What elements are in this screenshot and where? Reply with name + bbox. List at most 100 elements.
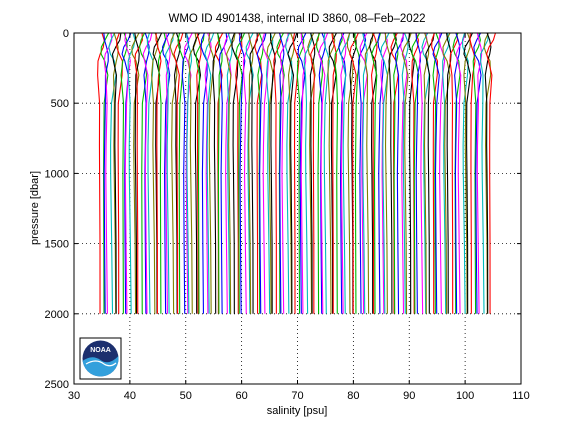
x-tick-label: 100 [456, 390, 474, 402]
profile-line [285, 32, 293, 314]
profile-line [256, 32, 267, 314]
profile-line [217, 32, 223, 314]
profile-line [248, 32, 254, 314]
profile-line [200, 32, 208, 314]
profile-line [265, 32, 274, 314]
profile-line [245, 32, 254, 314]
profile-line [146, 32, 154, 314]
profile-line [483, 32, 492, 314]
profile-line [300, 32, 307, 314]
profile-line [425, 32, 435, 314]
profile-line [377, 32, 385, 314]
profile-line [235, 32, 243, 314]
profile-line [480, 32, 489, 314]
profile-line [318, 32, 329, 314]
profile-line [143, 32, 150, 314]
x-tick-label: 40 [124, 390, 136, 402]
profile-line [173, 32, 184, 314]
profile-line [134, 32, 140, 314]
profile-line [454, 32, 461, 314]
profile-line [349, 32, 359, 314]
profile-line [463, 32, 473, 314]
profile-line [204, 32, 212, 314]
profile-line [116, 32, 123, 314]
profile-line [157, 32, 167, 314]
profile-line [445, 32, 452, 314]
profile-line [161, 32, 171, 314]
profile-line [169, 32, 178, 314]
profile-line [415, 32, 421, 314]
y-tick-label: 1500 [45, 239, 69, 251]
axis-tick-labels: 30 40 50 60 70 80 90 100 110 0 500 1000 1500 2000 2500 [45, 28, 530, 402]
profile-line [287, 32, 298, 314]
profile-line [370, 32, 378, 314]
y-tick-label: 1000 [45, 168, 69, 180]
profile-line [155, 32, 162, 314]
axis-ticks [73, 32, 522, 385]
profile-line [418, 32, 428, 314]
profile-line [204, 32, 215, 314]
profile-line [432, 32, 440, 314]
profile-line [309, 32, 316, 314]
profile-line [442, 32, 451, 314]
profile-line [463, 32, 471, 314]
profile-line [393, 32, 399, 314]
profile-line [384, 32, 391, 314]
profile-line [183, 32, 193, 314]
profile-line [165, 32, 171, 314]
profile-line [400, 32, 408, 314]
y-axis-label: pressure [dbar] [29, 171, 41, 245]
profile-line [469, 32, 476, 314]
noaa-logo-icon: NOAA [79, 337, 122, 380]
profile-line [239, 32, 246, 314]
profile-line [212, 32, 221, 314]
profile-line [346, 32, 354, 314]
profile-line [242, 32, 251, 314]
profile-line [97, 32, 105, 314]
profile-line [455, 32, 466, 314]
x-axis-label: salinity [psu] [267, 405, 328, 417]
profile-line [407, 32, 415, 314]
x-tick-label: 80 [347, 390, 359, 402]
profile-line [357, 32, 367, 314]
y-tick-label: 500 [51, 98, 69, 110]
profile-line [192, 32, 202, 314]
profile-line [354, 32, 361, 314]
logo-wave-line [85, 360, 117, 367]
profile-line [371, 32, 382, 314]
profile-line [173, 32, 181, 314]
profile-line [266, 32, 276, 314]
x-tick-label: 50 [180, 390, 192, 402]
profile-line [303, 32, 313, 314]
profile-line [131, 32, 140, 314]
profile-lines [97, 32, 496, 314]
profile-line [388, 32, 397, 314]
profile-line [226, 32, 236, 314]
profile-line [310, 32, 320, 314]
profile-line [307, 32, 316, 314]
profile-line [279, 32, 289, 314]
profile-line [120, 32, 128, 314]
x-tick-label: 90 [403, 390, 415, 402]
profile-line [261, 32, 269, 314]
logo-text: NOAA [90, 347, 111, 354]
profile-line [231, 32, 239, 314]
profile-line [100, 32, 110, 314]
profile-line [297, 32, 307, 314]
profile-line [273, 32, 282, 314]
y-tick-label: 0 [63, 28, 69, 40]
profile-line [186, 32, 193, 314]
profile-line [461, 32, 469, 314]
profile-line [485, 32, 496, 314]
profile-line [432, 32, 443, 314]
profile-line [423, 32, 430, 314]
profile-line [411, 32, 421, 314]
profile-line [340, 32, 351, 314]
profile-line [270, 32, 276, 314]
x-tick-label: 70 [291, 390, 303, 402]
profile-line [188, 32, 197, 314]
profile-line [323, 32, 330, 314]
x-tick-label: 110 [512, 390, 530, 402]
